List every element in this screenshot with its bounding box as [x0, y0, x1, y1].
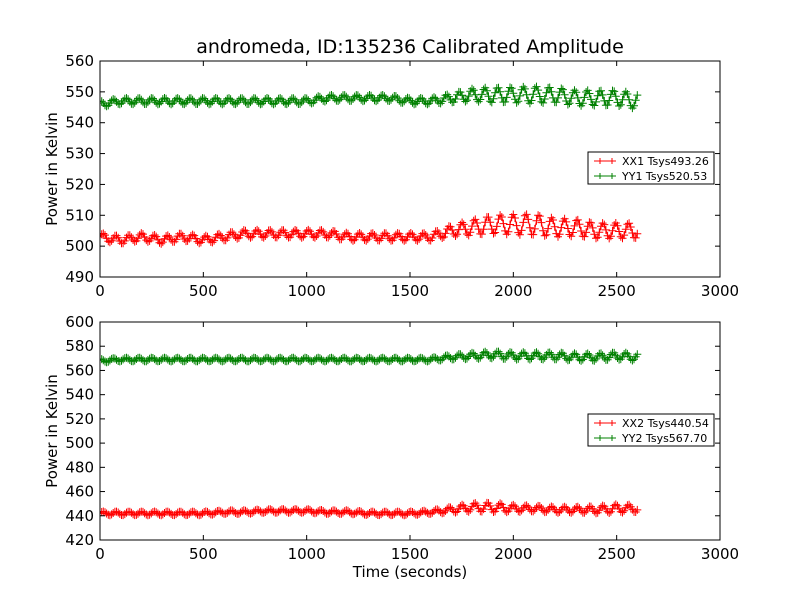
- y-tick-label: 500: [65, 237, 94, 255]
- series-markers: [100, 347, 642, 367]
- legend: XX2 Tsys440.54 YY2 Tsys567.70: [587, 413, 715, 447]
- legend-label: XX1 Tsys493.26: [622, 155, 709, 168]
- series-markers: [100, 210, 642, 248]
- legend: XX1 Tsys493.26 YY1 Tsys520.53: [587, 151, 715, 185]
- x-tick-label: 1000: [288, 545, 326, 563]
- y-tick-label: 480: [65, 458, 94, 476]
- x-tick-label: 0: [95, 545, 105, 563]
- legend-marker: [597, 420, 615, 426]
- top-panel: 0 500 1000 1500 2000 2500 3000 490 500 510 520 530 5…: [43, 52, 739, 300]
- y-tick-label: 500: [65, 434, 94, 452]
- legend-label: XX2 Tsys440.54: [622, 417, 709, 430]
- x-tick-label: 1500: [391, 545, 429, 563]
- series-markers: [100, 82, 642, 113]
- legend-box: [587, 413, 715, 447]
- x-tick-label: 1000: [288, 282, 326, 300]
- y-tick-label: 600: [65, 313, 94, 331]
- x-tick-label: 3000: [701, 545, 739, 563]
- y-tick-label: 540: [65, 386, 94, 404]
- y-tick-label: 580: [65, 337, 94, 355]
- y-tick-label: 490: [65, 268, 94, 286]
- legend-marker: [597, 158, 615, 164]
- legend-marker: [597, 435, 615, 441]
- y-tick-label: 560: [65, 52, 94, 70]
- legend-box: [587, 151, 715, 185]
- y-tick-label: 510: [65, 206, 94, 224]
- y-tick-label: 520: [65, 175, 94, 193]
- legend-marker: [597, 173, 615, 179]
- legend-label: YY2 Tsys567.70: [621, 432, 707, 445]
- y-tick-label: 440: [65, 507, 94, 525]
- x-tick-label: 3000: [701, 282, 739, 300]
- x-tick-label: 2500: [598, 282, 636, 300]
- chart-title: andromeda, ID:135236 Calibrated Amplitud…: [196, 36, 624, 58]
- x-tick-label: 2000: [494, 282, 532, 300]
- y-tick-label: 540: [65, 114, 94, 132]
- series-group: [100, 347, 642, 520]
- y-tick-label: 520: [65, 410, 94, 428]
- x-tick-label: 500: [189, 282, 218, 300]
- legend-label: YY1 Tsys520.53: [621, 170, 707, 183]
- y-axis-label: Power in Kelvin: [43, 112, 61, 226]
- x-tick-label: 2000: [494, 545, 532, 563]
- x-tick-label: 0: [95, 282, 105, 300]
- x-tick-label: 2500: [598, 545, 636, 563]
- y-tick-label: 530: [65, 145, 94, 163]
- y-tick-label: 550: [65, 83, 94, 101]
- y-tick-label: 420: [65, 531, 94, 549]
- x-axis-label: Time (seconds): [352, 563, 468, 581]
- y-tick-label: 560: [65, 361, 94, 379]
- series-group: [100, 82, 642, 248]
- y-axis-label: Power in Kelvin: [43, 374, 61, 488]
- bottom-panel: 0 500 1000 1500 2000 2500 3000 420 440 460 480 500 5…: [43, 313, 739, 563]
- series-markers: [100, 498, 642, 520]
- x-tick-label: 1500: [391, 282, 429, 300]
- y-tick-label: 460: [65, 483, 94, 501]
- x-tick-label: 500: [189, 545, 218, 563]
